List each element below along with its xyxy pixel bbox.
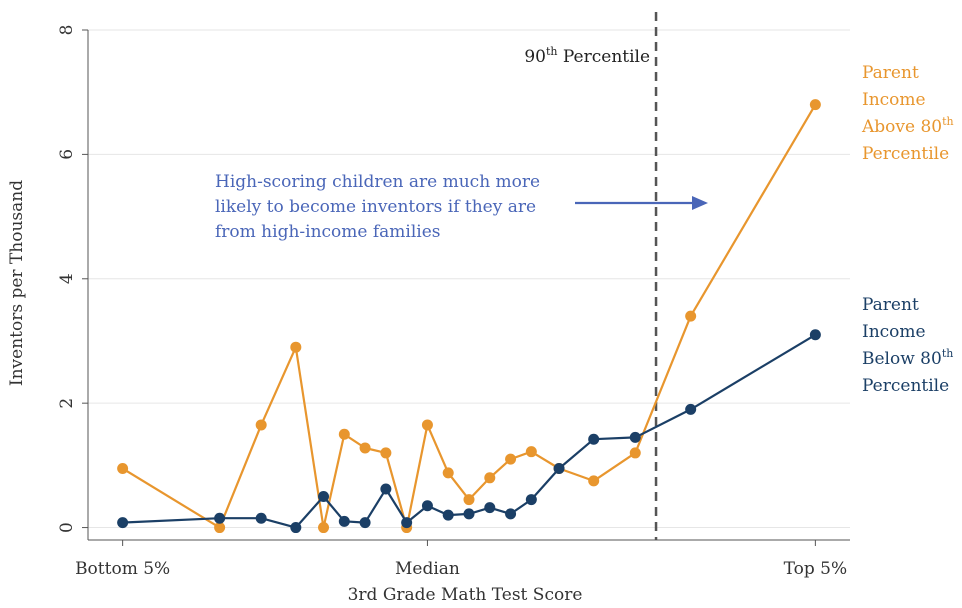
series-1-label-line-3: Percentile [862, 376, 949, 396]
series-1-point-2 [255, 512, 267, 524]
annotation-line-2: from high-income families [215, 222, 441, 242]
series-1-point-12 [484, 502, 496, 514]
x-tick-label-1: Median [395, 559, 460, 579]
series-1-label-line-1: Income [862, 322, 926, 342]
series-0-label-line-3: Percentile [862, 144, 949, 164]
series-0-point-5 [338, 428, 350, 440]
x-tick-label-0: Bottom 5% [75, 559, 170, 579]
series-0-point-14 [525, 446, 537, 458]
axes: 0 2 4 6 8 Bottom 5% Median Top 5% [57, 25, 850, 579]
series-0-point-16 [588, 475, 600, 487]
series-0-point-6 [359, 442, 371, 454]
y-tick-label-0: 0 [57, 522, 77, 533]
series-1-point-9 [421, 500, 433, 512]
series-0-point-11 [463, 494, 475, 506]
series-1-point-14 [525, 494, 537, 506]
y-tick-label-4: 4 [57, 273, 77, 284]
annotation-arrow-head [692, 196, 708, 210]
series-1-point-6 [359, 517, 371, 529]
series-group [117, 99, 821, 534]
gridlines [88, 29, 850, 529]
series-1-point-1 [214, 512, 226, 524]
series-1-point-19 [809, 329, 821, 341]
series-1-point-0 [117, 517, 129, 529]
series-0-point-19 [809, 99, 821, 111]
series-0-point-7 [380, 447, 392, 459]
series-0-point-0 [117, 462, 129, 474]
series-0-point-18 [685, 310, 697, 322]
series-0-point-1 [214, 522, 226, 534]
series-0 [117, 99, 821, 534]
series-0-point-2 [255, 419, 267, 431]
series-1-point-15 [553, 462, 565, 474]
series-1 [117, 329, 821, 534]
series-1-label-line-2: Below 80th [862, 347, 953, 369]
series-0-point-17 [629, 447, 641, 459]
series-1-point-3 [290, 522, 302, 534]
series-1-point-10 [442, 509, 454, 521]
series-1-point-18 [685, 403, 697, 415]
y-tick-label-2: 2 [57, 398, 77, 409]
series-0-label-line-2: Above 80th [861, 115, 954, 137]
series-1-point-8 [401, 517, 413, 529]
annotation-line-0: High-scoring children are much more [215, 172, 540, 192]
percentile-reference: 90th Percentile [524, 12, 658, 540]
series-0-point-13 [505, 453, 517, 465]
series-0-label-line-0: Parent [862, 63, 919, 83]
annotation-line-1: likely to become inventors if they are [215, 197, 536, 217]
series-0-label-line-1: Income [862, 90, 926, 110]
series-labels: Parent Income Above 80th Percentile Parent In… [861, 63, 954, 396]
y-tick-label-6: 6 [57, 149, 77, 160]
x-axis-title: 3rd Grade Math Test Score [348, 585, 583, 605]
series-0-point-10 [442, 467, 454, 479]
series-1-point-11 [463, 508, 475, 520]
series-0-point-9 [421, 419, 433, 431]
series-1-point-4 [318, 490, 330, 502]
series-1-label-line-0: Parent [862, 295, 919, 315]
annotation-group: High-scoring children are much more likel… [215, 172, 708, 242]
series-0-line [122, 104, 817, 529]
series-1-point-7 [380, 483, 392, 495]
series-1-point-16 [588, 433, 600, 445]
x-tick-label-2: Top 5% [784, 559, 848, 579]
series-1-point-17 [629, 431, 641, 443]
series-0-point-4 [318, 522, 330, 534]
percentile-label: 90th Percentile [524, 45, 650, 67]
series-1-line [122, 333, 816, 529]
series-1-point-13 [505, 508, 517, 520]
y-tick-label-8: 8 [57, 25, 77, 36]
series-0-point-12 [484, 472, 496, 484]
y-axis-title: Inventors per Thousand [7, 180, 27, 386]
series-1-point-5 [338, 515, 350, 527]
series-0-point-3 [290, 341, 302, 353]
